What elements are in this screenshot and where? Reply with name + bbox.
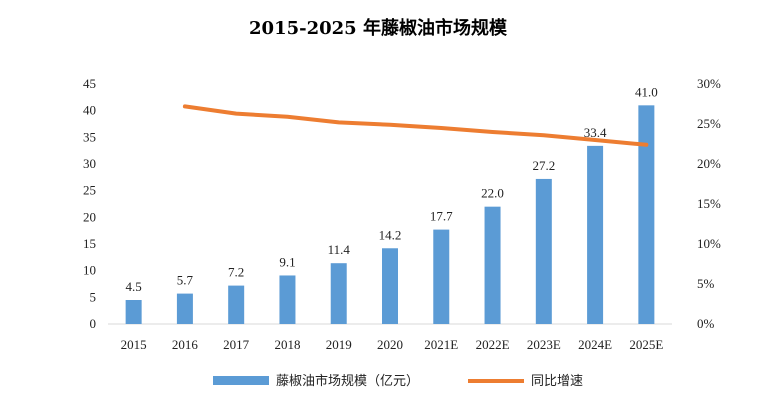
y-left-tick-label: 40	[83, 103, 96, 118]
y-left-tick-label: 30	[83, 156, 96, 171]
growth-line-group	[182, 104, 649, 147]
y-left-tick-label: 20	[83, 209, 96, 224]
y-right-tick-label: 10%	[697, 236, 721, 251]
bar	[535, 178, 552, 324]
x-tick-label: 2015	[121, 337, 147, 352]
x-tick-label: 2021E	[424, 337, 458, 352]
y-right-tick-label: 5%	[697, 276, 715, 291]
y-left-tick-label: 0	[90, 316, 97, 331]
chart-title: 2015-2025 年藤椒油市场规模	[249, 17, 508, 39]
bar-data-label: 41.0	[635, 84, 658, 99]
bar	[125, 300, 142, 324]
x-tick-label: 2020	[377, 337, 403, 352]
bars	[125, 105, 655, 324]
y-right-tick-label: 30%	[697, 76, 721, 91]
bar	[382, 248, 398, 324]
bar	[279, 275, 296, 324]
x-tick-label: 2024E	[578, 337, 612, 352]
y-left-tick-label: 5	[90, 289, 97, 304]
y-left-tick-label: 45	[83, 76, 96, 91]
y-right-tick-label: 25%	[697, 116, 721, 131]
bar-data-label: 4.5	[126, 279, 142, 294]
y-right-tick-label: 20%	[697, 156, 721, 171]
bar-data-label: 9.1	[279, 254, 295, 269]
x-tick-label: 2017	[223, 337, 250, 352]
y-right-tick-label: 0%	[697, 316, 715, 331]
legend-label-bar: 藤椒油市场规模（亿元）	[276, 373, 419, 389]
legend: 藤椒油市场规模（亿元） 同比增速	[213, 373, 583, 389]
bar-labels: 4.5 5.7 7.2 9.1 11.4 14.2 17.7 22.0 27.2 33.4 41.0	[126, 84, 658, 294]
bar-data-label: 17.7	[430, 209, 453, 224]
bar-data-label: 11.4	[328, 242, 351, 257]
bar	[176, 293, 193, 324]
bar	[228, 285, 245, 324]
y-left-tick-label: 25	[83, 183, 96, 198]
bar-data-label: 5.7	[177, 273, 194, 288]
bar-data-label: 27.2	[532, 158, 555, 173]
x-tick-label: 2023E	[527, 337, 561, 352]
bar	[433, 229, 450, 324]
bar	[330, 263, 347, 324]
legend-label-line: 同比增速	[531, 374, 583, 389]
x-tick-label: 2022E	[476, 337, 510, 352]
bar-data-label: 14.2	[379, 227, 402, 242]
y-left-tick-label: 35	[83, 129, 96, 144]
x-tick-label: 2025E	[629, 337, 663, 352]
axes: 0 5 10 15 20 25 30 35 40 45 0% 5% 10% 15% 20% 25% 30% 201…	[83, 76, 721, 352]
x-tick-label: 2016	[172, 337, 199, 352]
bar	[638, 105, 655, 324]
bar	[587, 145, 604, 324]
bar-data-label: 33.4	[584, 125, 607, 140]
bar-data-label: 22.0	[481, 186, 504, 201]
x-tick-label: 2019	[326, 337, 352, 352]
legend-swatch-bar	[213, 376, 269, 385]
y-right-tick-label: 15%	[697, 196, 721, 211]
x-tick-label: 2018	[274, 337, 300, 352]
bar	[484, 206, 501, 324]
bar-data-label: 7.2	[228, 265, 244, 280]
y-left-tick-label: 10	[83, 263, 96, 278]
growth-rate-line	[182, 104, 649, 147]
y-left-tick-label: 15	[83, 236, 96, 251]
